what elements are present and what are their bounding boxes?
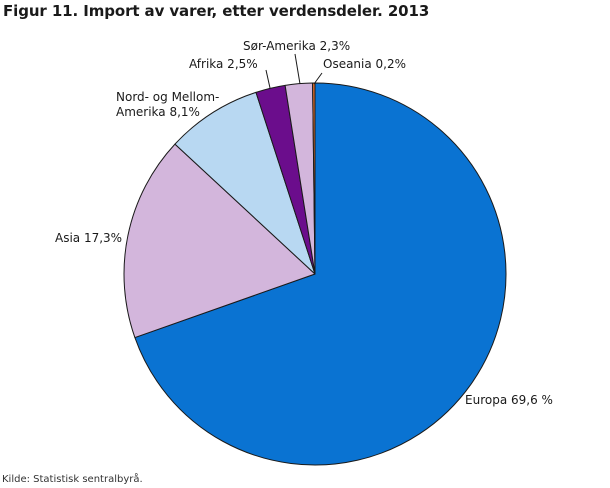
pie-slice-europa — [134, 82, 507, 466]
chart-title: Figur 11. Import av varer, etter verdens… — [3, 2, 430, 20]
slice-label-asia: Asia 17,3% — [55, 231, 122, 245]
slice-label-afrika: Afrika 2,5% — [189, 57, 258, 71]
slice-label-europa: Europa 69,6 % — [465, 393, 553, 407]
leader-line-oseania — [313, 72, 323, 85]
pie-slice-asia — [123, 143, 316, 339]
source-note: Kilde: Statistisk sentralbyrå. — [2, 474, 143, 485]
slice-label-nord-mellom-amerika-line1: Nord- og Mellom- — [116, 90, 219, 104]
slice-label-oseania: Oseania 0,2% — [323, 57, 406, 71]
pie-slice-nord-mellom-amerika — [174, 91, 316, 275]
leader-line-sor-amerika — [294, 53, 301, 85]
slice-label-nord-mellom-amerika-line2: Amerika 8,1% — [116, 105, 200, 119]
leader-lines — [265, 53, 323, 89]
slice-label-sor-amerika: Sør-Amerika 2,3% — [243, 39, 350, 53]
leader-line-afrika — [265, 69, 271, 89]
